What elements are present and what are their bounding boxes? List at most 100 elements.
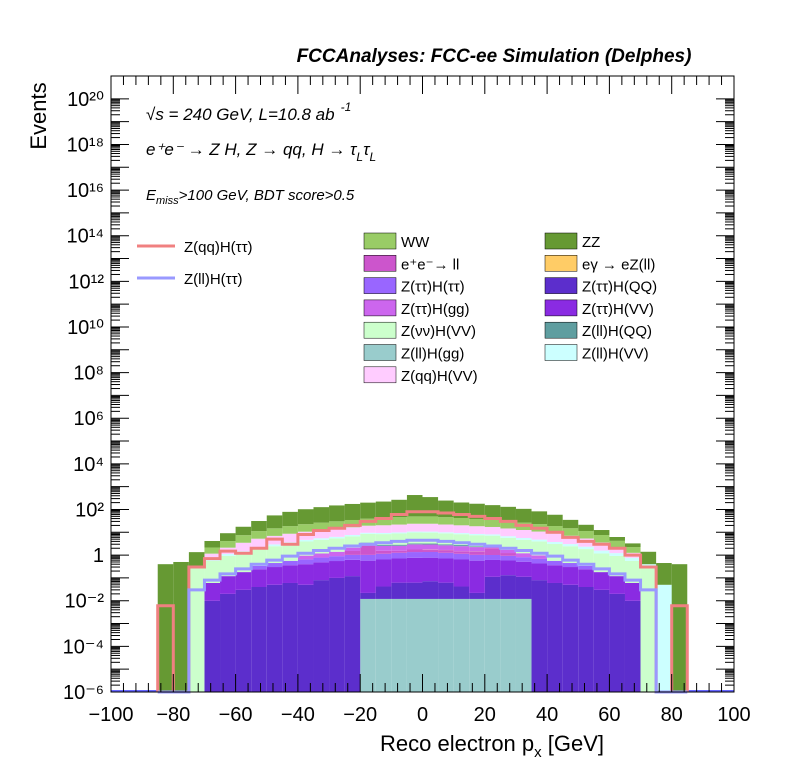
- legend-swatch: [545, 345, 577, 361]
- bar: [189, 552, 205, 565]
- legend-label: WW: [401, 234, 430, 251]
- bar: [236, 590, 252, 692]
- x-tick-label: −60: [219, 704, 253, 726]
- bar: [345, 551, 361, 555]
- bar: [282, 561, 298, 565]
- bar: [391, 583, 407, 599]
- bar: [391, 533, 407, 544]
- bar: [485, 560, 501, 577]
- bar: [345, 548, 361, 551]
- bar: [407, 524, 423, 532]
- bar: [594, 530, 610, 535]
- bar: [236, 527, 252, 535]
- x-tick-label: 40: [536, 704, 558, 726]
- bar: [438, 599, 454, 692]
- bar: [469, 561, 485, 593]
- bar: [438, 583, 454, 599]
- bar: [313, 523, 329, 530]
- bar: [609, 541, 625, 547]
- bar: [345, 527, 361, 535]
- bar: [485, 527, 501, 534]
- bar: [454, 599, 470, 692]
- bar: [469, 547, 485, 551]
- bar: [532, 563, 548, 580]
- bar: [391, 553, 407, 559]
- bar: [532, 559, 548, 564]
- bar: [423, 533, 439, 544]
- bar: [282, 583, 298, 692]
- legend-swatch: [545, 322, 577, 338]
- bar: [423, 516, 439, 523]
- x-tick-label: 60: [598, 704, 620, 726]
- bar: [532, 532, 548, 540]
- bar: [298, 564, 314, 585]
- bar: [407, 599, 423, 692]
- legend-label: Z(νν)H(VV): [401, 323, 476, 340]
- bar: [376, 554, 392, 560]
- y-tick-label: 10⁸: [73, 363, 104, 385]
- y-tick-label: 10²: [75, 499, 104, 521]
- bar: [423, 497, 439, 516]
- bar: [267, 544, 283, 546]
- bar: [360, 599, 376, 692]
- legend-swatch: [364, 367, 396, 383]
- x-tick-label: 80: [661, 704, 683, 726]
- bar: [516, 599, 532, 692]
- bar: [469, 593, 485, 599]
- bar: [251, 521, 267, 531]
- bar: [594, 551, 610, 554]
- y-tick-label: 10¹⁸: [67, 134, 104, 156]
- bar: [594, 535, 610, 542]
- legend-label: Z(ll)H(ττ): [184, 271, 243, 288]
- bar: [407, 516, 423, 523]
- bar: [313, 558, 329, 563]
- bar: [376, 587, 392, 599]
- bar: [407, 558, 423, 583]
- bar: [656, 563, 672, 585]
- bar: [298, 524, 314, 531]
- bar: [485, 548, 501, 555]
- bar: [609, 576, 625, 594]
- bar: [578, 587, 594, 692]
- bar: [298, 556, 314, 560]
- bar: [329, 505, 345, 521]
- y-tick-label: 10⁻⁴: [63, 636, 104, 658]
- y-tick-label: 10¹⁴: [67, 226, 105, 248]
- bar: [485, 520, 501, 527]
- bar: [345, 576, 361, 692]
- legend-label: eγ → eZ(ll): [582, 256, 655, 273]
- legend-swatch: [364, 278, 396, 294]
- bar: [516, 553, 532, 557]
- legend-swatch: [364, 233, 396, 249]
- legend-label: Z(qq)H(VV): [401, 368, 478, 385]
- bar: [329, 556, 345, 561]
- bar: [329, 538, 345, 551]
- bar: [391, 551, 407, 553]
- legend-swatch: [364, 322, 396, 338]
- bar: [454, 546, 470, 551]
- bar: [500, 556, 516, 561]
- bar: [267, 528, 283, 536]
- bar: [204, 541, 220, 547]
- bar: [391, 558, 407, 582]
- bar: [360, 546, 376, 555]
- bar: [376, 545, 392, 546]
- bar: [485, 536, 501, 546]
- bar: [578, 531, 594, 538]
- bar: [594, 590, 610, 692]
- bar: [298, 540, 314, 542]
- bar: [609, 537, 625, 541]
- bar: [500, 528, 516, 536]
- bar: [563, 563, 579, 567]
- bar: [204, 583, 220, 601]
- bar: [329, 529, 345, 537]
- bar: [423, 599, 439, 692]
- bar: [236, 535, 252, 543]
- bar: [563, 520, 579, 528]
- bar: [469, 546, 485, 547]
- bar: [532, 540, 548, 542]
- bar: [376, 599, 392, 692]
- y-tick-label: 10¹⁰: [67, 317, 104, 339]
- bar: [423, 544, 439, 545]
- bar: [407, 532, 423, 533]
